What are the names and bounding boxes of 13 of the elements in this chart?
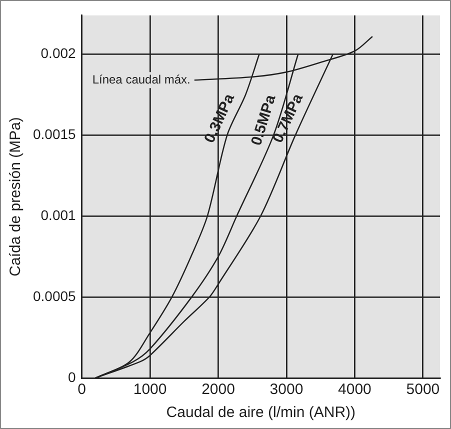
y-tick-label: 0.002: [40, 45, 76, 62]
x-axis-title: Caudal de aire (l/min (ANR)): [166, 404, 356, 422]
y-tick-label: 0.0005: [32, 288, 76, 304]
y-tick-label: 0.001: [40, 206, 76, 223]
y-tick-label: 0: [68, 368, 76, 385]
series-label: Línea caudal máx.: [92, 72, 190, 86]
y-axis-title: Caída de presión (MPa): [7, 117, 24, 276]
x-tick-label: 5000: [406, 381, 440, 398]
y-tick-label: 0.0015: [32, 126, 76, 142]
x-tick-label: 1000: [133, 381, 167, 398]
x-tick-label: 3000: [270, 381, 304, 398]
x-tick-label: 4000: [338, 381, 372, 398]
x-tick-label: 2000: [202, 381, 235, 398]
